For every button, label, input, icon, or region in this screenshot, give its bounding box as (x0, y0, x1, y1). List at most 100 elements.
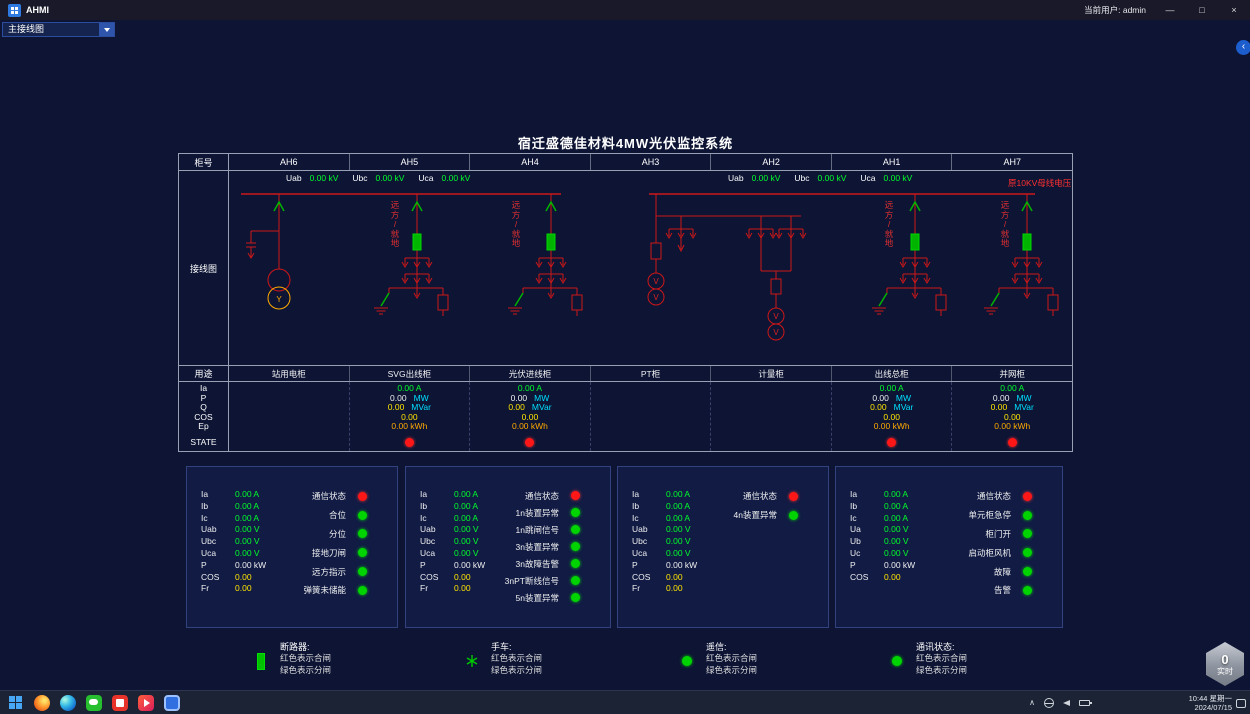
measurement-row: Uca 0.00 V (632, 548, 697, 560)
state-led (887, 437, 897, 447)
status-label: 故障 (993, 566, 1011, 577)
alarm-label: 实时 (1217, 666, 1233, 676)
panel-measures: Ia 0.00 A Ib 0.00 A Ic 0.00 A Uab 0.00 V… (201, 489, 266, 595)
system-tray: ∧ (1029, 691, 1092, 714)
bus-voltage-label: Uca (418, 173, 434, 183)
state-led (525, 437, 535, 447)
breaker-feeder-ah7[interactable] (984, 194, 1058, 316)
measurement-label: P (201, 559, 207, 570)
start-button[interactable] (6, 693, 25, 712)
view-selector[interactable]: 主接线图 (2, 22, 115, 37)
measurement-value: 0.00 A (666, 512, 691, 523)
legend-handcart: 手车: 红色表示合闸 绿色表示分闸 (463, 641, 542, 678)
cabinet-measurements-cell (710, 382, 831, 451)
measurement-row: Ia 0.00 A (850, 489, 915, 501)
remote-local-label: 远 方 / 就 地 (390, 200, 400, 248)
measurement-row: P 0.00 kW (850, 560, 915, 572)
window-titlebar: AHMI 当前用户: admin — □ × (0, 0, 1250, 20)
ep-value: 0.00 kWh (994, 421, 1031, 432)
legend-comm: 通讯状态: 红色表示合闸 绿色表示分闸 (888, 641, 967, 678)
measurement-row: Ic 0.00 A (201, 513, 266, 525)
side-panel-toggle-button[interactable]: ‹ (1236, 40, 1250, 55)
measurement-row: Ic 0.00 A (632, 513, 697, 525)
status-led-icon (358, 567, 367, 577)
cabinet-column-header: AH3 (589, 154, 711, 170)
measurement-row: Ubc 0.00 V (420, 536, 485, 548)
cabinet-purpose-cell: SVG出线柜 (348, 366, 470, 381)
status-label: 分位 (328, 528, 346, 539)
measurement-value: 0.00 (235, 583, 252, 594)
hmi-app-icon[interactable] (162, 693, 181, 712)
realtime-alarm-badge[interactable]: 0 实时 (1206, 642, 1244, 686)
breaker-feeder-ah5[interactable] (374, 194, 448, 316)
measurement-row: Uab 0.00 V (420, 524, 485, 536)
legend-title: 通讯状态: (916, 642, 955, 652)
panel-measures: Ia 0.00 A Ib 0.00 A Ic 0.00 A Uab 0.00 V… (420, 489, 485, 595)
status-label: 3nPT断线信号 (504, 575, 559, 586)
purpose-row-label: 用途 (179, 366, 229, 381)
status-row: 启动柜风机 (968, 543, 1032, 562)
status-label: 3n故障告警 (515, 558, 559, 569)
legend-green-line: 绿色表示分闸 (280, 664, 332, 675)
measurement-label: P (850, 559, 856, 570)
battery-icon[interactable] (1079, 699, 1092, 706)
status-label: 合位 (328, 510, 346, 521)
measurement-label: Ub (850, 536, 861, 547)
signal-dot-icon (682, 656, 692, 666)
measurement-row: Ic 0.00 A (420, 513, 485, 525)
measurement-row: COS 0.00 (201, 572, 266, 584)
status-led-icon (358, 510, 367, 520)
measurement-value: 0.00 A (454, 512, 479, 523)
status-led-icon (571, 593, 580, 602)
signal-dot-icon (892, 656, 902, 666)
detail-panel-unit-cabinet: Ia 0.00 A Ib 0.00 A Ic 0.00 A Ua 0.00 V … (835, 466, 1063, 628)
cos-label: COS (194, 411, 213, 422)
status-led-icon (571, 576, 580, 585)
ia-value: 0.00 A (879, 383, 904, 393)
measurement-value: 0.00 A (666, 500, 691, 511)
edge-icon[interactable] (58, 693, 77, 712)
remote-local-label: 远 方 / 就 地 (1000, 200, 1010, 248)
ia-value: 0.00 A (1000, 383, 1025, 393)
app-red-icon[interactable] (110, 693, 129, 712)
measurement-value: 0.00 A (454, 489, 479, 499)
panel-statuses: 通信状态 4n装置异常 (734, 487, 798, 525)
browser-icon[interactable] (32, 693, 51, 712)
ep-label: Ep (198, 421, 209, 432)
taskbar: ∧ 10:44 星期一 2024/07/15 (0, 690, 1250, 714)
tray-expand-icon[interactable]: ∧ (1029, 698, 1035, 707)
measurement-row: Ia 0.00 A (201, 489, 266, 501)
measurement-value: 0.00 V (454, 536, 479, 547)
status-row: 单元柜急停 (968, 506, 1032, 525)
windows-logo-icon (9, 696, 22, 709)
cabinet-measurements-cell (589, 382, 711, 451)
taskbar-clock[interactable]: 10:44 星期一 2024/07/15 (1189, 691, 1232, 714)
bus-voltage-label: Uca (860, 173, 876, 183)
measurement-label: Ib (850, 500, 858, 511)
notification-center-icon[interactable] (1236, 699, 1246, 708)
q-value: 0.00 MVar (508, 402, 552, 413)
cabinet-measurements-cell: 0.00 A 0.00 MW 0.00 MVar 0.00 0.00 kWh (469, 382, 590, 451)
media-app-icon[interactable] (136, 693, 155, 712)
alarm-count: 0 (1221, 651, 1229, 667)
status-led-icon (358, 491, 367, 501)
measurement-value: 0.00 V (454, 547, 479, 558)
measurement-value: 0.00 (454, 571, 471, 582)
status-row: 4n装置异常 (734, 506, 798, 525)
volume-icon[interactable] (1063, 699, 1070, 706)
measurement-value: 0.00 V (454, 524, 479, 535)
measurement-row: COS 0.00 (850, 572, 915, 584)
measurement-row: Uc 0.00 V (850, 548, 915, 560)
measurement-label: Ia (850, 489, 858, 499)
minimize-button[interactable]: — (1165, 5, 1175, 15)
maximize-button[interactable]: □ (1199, 5, 1205, 15)
wechat-icon[interactable] (84, 693, 103, 712)
cabinet-purpose-cell: PT柜 (589, 366, 711, 381)
cos-value: 0.00 (401, 411, 418, 422)
network-icon[interactable] (1044, 697, 1054, 708)
measurement-value: 0.00 (666, 571, 683, 582)
legend-title: 手车: (491, 642, 512, 652)
close-button[interactable]: × (1231, 5, 1237, 15)
measurement-value: 0.00 (666, 583, 683, 594)
chevron-down-icon[interactable] (99, 23, 114, 36)
